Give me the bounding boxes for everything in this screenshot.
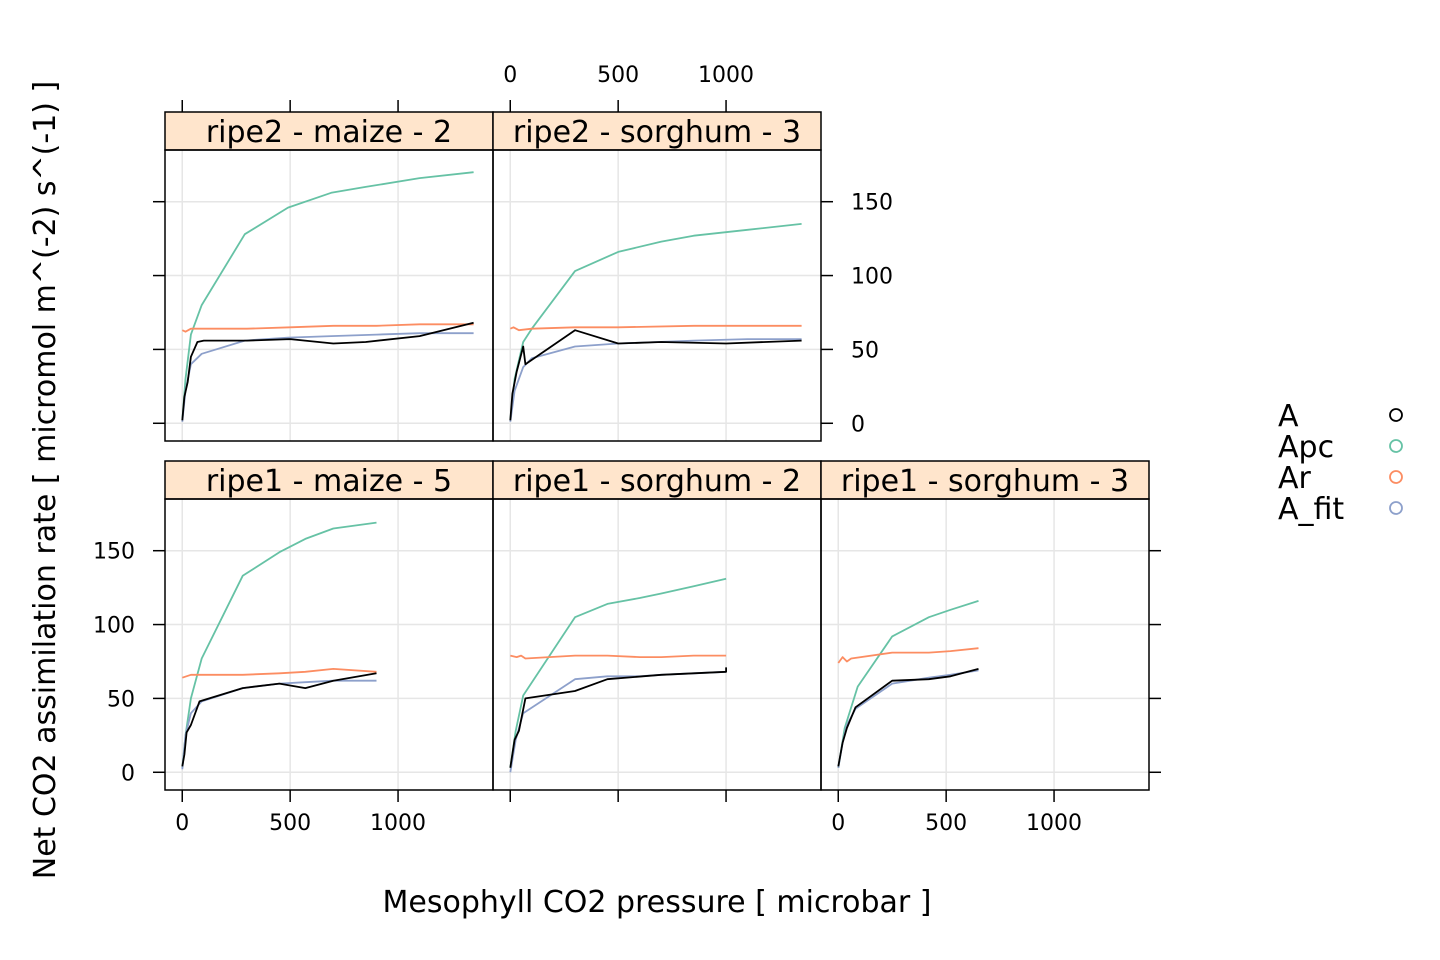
legend-label-a: A xyxy=(1278,399,1299,434)
panel-frames xyxy=(164,149,1150,791)
series-line-a xyxy=(837,668,979,767)
series-lines xyxy=(181,171,979,773)
panel-strip-label: ripe1 - maize - 5 xyxy=(206,464,452,499)
series-line-a xyxy=(509,667,727,768)
legend-key-ar xyxy=(1389,470,1403,484)
series-line-apc xyxy=(181,521,377,768)
legend-label-a-fit: A_fit xyxy=(1278,492,1344,527)
panel-background xyxy=(493,150,821,441)
x-tick-label: 0 xyxy=(503,63,517,88)
panel-strips: ripe2 - maize - 2 ripe2 - sorghum - 3 ripe… xyxy=(164,111,1150,500)
grid-lines xyxy=(165,150,1149,790)
legend-label-apc: Apc xyxy=(1278,430,1334,465)
legend-label-ar: Ar xyxy=(1278,461,1312,496)
y-tick-label: 50 xyxy=(851,338,879,363)
legend-key-a-fit xyxy=(1389,501,1403,515)
series-line-a xyxy=(181,321,474,421)
panel-strip-label: ripe1 - sorghum - 3 xyxy=(841,464,1129,499)
y-tick-label: 50 xyxy=(107,687,135,712)
x-tick-label: 1000 xyxy=(698,63,754,88)
axes: 0 500 1000 0 500 1000 0 500 1000 0 50 100 150 0 50 100 1… xyxy=(93,63,1161,836)
series-line-a-fit xyxy=(509,338,802,422)
series-line-a xyxy=(509,329,802,421)
panel-background xyxy=(165,499,493,790)
y-tick-label: 0 xyxy=(851,412,865,437)
panel-background xyxy=(165,150,493,441)
series-line-apc xyxy=(181,171,474,421)
x-tick-label: 500 xyxy=(269,811,311,836)
legend-key-a xyxy=(1389,408,1403,422)
series-line-ar xyxy=(181,323,474,333)
legend-key-apc xyxy=(1389,439,1403,453)
series-line-ar xyxy=(837,647,979,664)
y-tick-label: 100 xyxy=(93,614,135,639)
x-tick-label: 0 xyxy=(831,811,845,836)
panel-background xyxy=(493,499,821,790)
y-axis-title: Net CO2 assimilation rate [ micromol m^(… xyxy=(28,81,63,879)
panel-strip-label: ripe1 - sorghum - 2 xyxy=(513,464,801,499)
y-tick-label: 100 xyxy=(851,265,893,290)
y-tick-label: 150 xyxy=(93,540,135,565)
y-tick-label: 0 xyxy=(121,761,135,786)
panel-strip xyxy=(164,460,494,500)
panel-frame xyxy=(820,498,1150,791)
panel-strip xyxy=(820,460,1150,500)
panel-frame xyxy=(492,149,822,442)
x-tick-label: 0 xyxy=(175,811,189,836)
series-line-apc xyxy=(509,577,727,768)
series-line-apc xyxy=(837,600,979,768)
series-line-ar xyxy=(509,324,802,332)
x-tick-label: 500 xyxy=(597,63,639,88)
series-line-ar xyxy=(510,654,727,660)
x-tick-label: 1000 xyxy=(370,811,426,836)
panel-background xyxy=(821,499,1149,790)
x-axis-title: Mesophyll CO2 pressure [ microbar ] xyxy=(383,885,932,920)
x-tick-label: 1000 xyxy=(1026,811,1082,836)
panel-strip-label: ripe2 - maize - 2 xyxy=(206,115,452,150)
panel-strip xyxy=(164,111,494,151)
y-tick-label: 150 xyxy=(851,191,893,216)
panel-strip xyxy=(492,111,822,151)
series-line-a xyxy=(181,672,377,767)
x-tick-label: 500 xyxy=(925,811,967,836)
panel-strip-label: ripe2 - sorghum - 3 xyxy=(513,115,801,150)
series-line-ar xyxy=(182,668,377,679)
